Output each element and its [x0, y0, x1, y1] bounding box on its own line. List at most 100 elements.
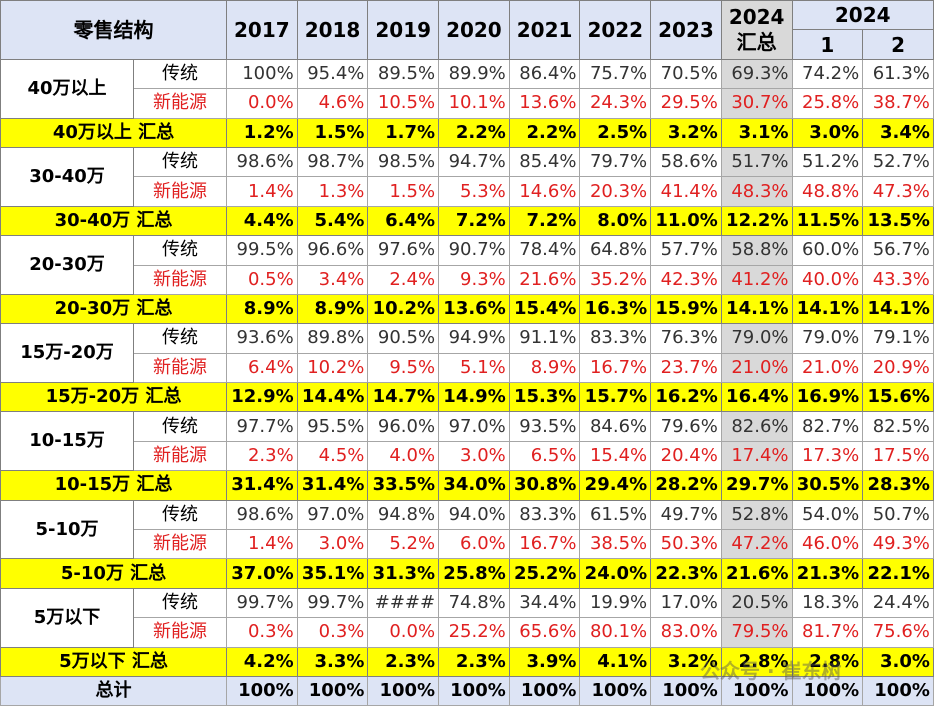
header-title: 零售结构 [0, 0, 227, 60]
watermark: 公众号 · 崔东树 [700, 659, 842, 683]
summary-label: 5-10万 汇总 [0, 558, 227, 589]
table-row: 40万以上 传统 100% 95.4% 89.5% 89.9% 86.4% 75.7% 70.5… [0, 58, 934, 119]
value-cell: 24.4% [862, 587, 934, 619]
value-cell: 49.3% [862, 529, 934, 560]
value-cell: 57.7% [650, 235, 722, 266]
row-label: 传统 [133, 499, 227, 531]
row-label: 传统 [133, 146, 227, 178]
value-cell: 82.6% [720, 411, 793, 442]
value-cell: 23.7% [650, 352, 722, 384]
summary-label: 10-15万 汇总 [0, 470, 227, 501]
summary-value: 8.0% [579, 205, 652, 237]
summary-value: 2.3% [438, 646, 510, 677]
summary-value: 14.9% [438, 382, 510, 413]
value-cell: 41.2% [720, 264, 793, 295]
value-cell: 81.7% [791, 617, 864, 648]
summary-value: 22.1% [862, 558, 934, 589]
value-cell: 20.4% [650, 440, 722, 472]
summary-value: 4.2% [226, 646, 298, 677]
value-cell: 56.7% [862, 235, 934, 266]
value-cell: 9.5% [367, 352, 440, 384]
value-cell: 79.1% [862, 323, 934, 354]
value-cell: 50.3% [650, 529, 722, 560]
group-name: 10-15万 [0, 411, 134, 472]
summary-value: 24.0% [579, 558, 652, 589]
group-name: 20-30万 [0, 235, 134, 295]
row-label: 传统 [133, 323, 227, 354]
summary-value: 25.2% [508, 558, 581, 589]
value-cell: 79.7% [579, 146, 652, 178]
value-cell: 79.6% [650, 411, 722, 442]
summary-value: 2.2% [438, 117, 510, 148]
total-value: 100% [226, 675, 298, 706]
value-cell: 98.6% [226, 146, 298, 178]
summary-value: 13.6% [438, 293, 510, 325]
summary-value: 35.1% [296, 558, 369, 589]
value-cell: 15.4% [579, 440, 652, 472]
value-cell: 20.5% [720, 587, 793, 619]
value-cell: 76.3% [650, 323, 722, 354]
table-row: 新能源 6.4% 10.2% 9.5% 5.1% 8.9% 16.7% 23.7% 21.0% 2… [1, 352, 934, 384]
value-cell: 97.6% [367, 235, 440, 266]
value-cell: 86.4% [508, 58, 581, 90]
summary-value: 21.6% [720, 558, 793, 589]
summary-value: 15.4% [508, 293, 581, 325]
value-cell: 64.8% [579, 235, 652, 266]
value-cell: 90.5% [367, 323, 440, 354]
value-cell: 5.1% [438, 352, 510, 384]
table-row: 15万-20万 汇总 12.9% 14.4% 14.7% 14.9% 15.3% 15.7%… [0, 382, 934, 413]
row-label: 传统 [133, 235, 227, 266]
summary-value: 16.2% [650, 382, 722, 413]
total-value: 100% [650, 675, 722, 706]
summary-label: 15万-20万 汇总 [0, 382, 227, 413]
value-cell: 79.0% [791, 323, 864, 354]
table-row: 5万以下 传统 99.7% 99.7% #### 74.8% 34.4% 19.9% 17.0%… [0, 587, 934, 648]
summary-value: 3.9% [508, 646, 581, 677]
value-cell: 41.4% [650, 176, 722, 207]
summary-value: 1.2% [226, 117, 298, 148]
total-value: 100% [508, 675, 581, 706]
value-cell: 94.7% [438, 146, 510, 178]
value-cell: 19.9% [579, 587, 652, 619]
value-cell: 74.2% [791, 58, 864, 90]
value-cell: 20.3% [579, 176, 652, 207]
summary-value: 37.0% [226, 558, 298, 589]
total-value: 100% [367, 675, 440, 706]
value-cell: 97.7% [226, 411, 298, 442]
value-cell: 82.5% [862, 411, 934, 442]
value-cell: 89.5% [367, 58, 440, 90]
table-row: 总计 100% 100% 100% 100% 100% 100% 100% 100% 100% 10… [0, 675, 934, 706]
group-name: 5万以下 [0, 587, 134, 648]
row-label: 新能源 [133, 88, 227, 119]
value-cell: 70.5% [650, 58, 722, 90]
year-header: 2020 [438, 0, 510, 60]
summary-value: 2.2% [508, 117, 581, 148]
summary-value: 2.8% [720, 646, 793, 677]
value-cell: 14.6% [508, 176, 581, 207]
summary-value: 6.4% [367, 205, 440, 237]
summary-value: 10.2% [367, 293, 440, 325]
summary-value: 12.2% [720, 205, 793, 237]
value-cell: 48.8% [791, 176, 864, 207]
value-cell: 47.2% [720, 529, 793, 560]
year-header: 2021 [508, 0, 581, 60]
summary-value: 30.5% [791, 470, 864, 501]
value-cell: 4.5% [296, 440, 369, 472]
value-cell: 65.6% [508, 617, 581, 648]
value-cell: 0.3% [296, 617, 369, 648]
value-cell: 95.5% [296, 411, 369, 442]
value-cell: 100% [226, 58, 298, 90]
summary-value: 2.3% [367, 646, 440, 677]
value-cell: 16.7% [579, 352, 652, 384]
value-cell: 61.5% [579, 499, 652, 531]
summary-value: 30.8% [508, 470, 581, 501]
value-cell: 98.7% [296, 146, 369, 178]
value-cell: 89.8% [296, 323, 369, 354]
value-cell: 79.5% [720, 617, 793, 648]
summary-value: 15.9% [650, 293, 722, 325]
value-cell: 75.6% [862, 617, 934, 648]
value-cell: 98.6% [226, 499, 298, 531]
value-cell: 58.6% [650, 146, 722, 178]
value-cell: 25.2% [438, 617, 510, 648]
